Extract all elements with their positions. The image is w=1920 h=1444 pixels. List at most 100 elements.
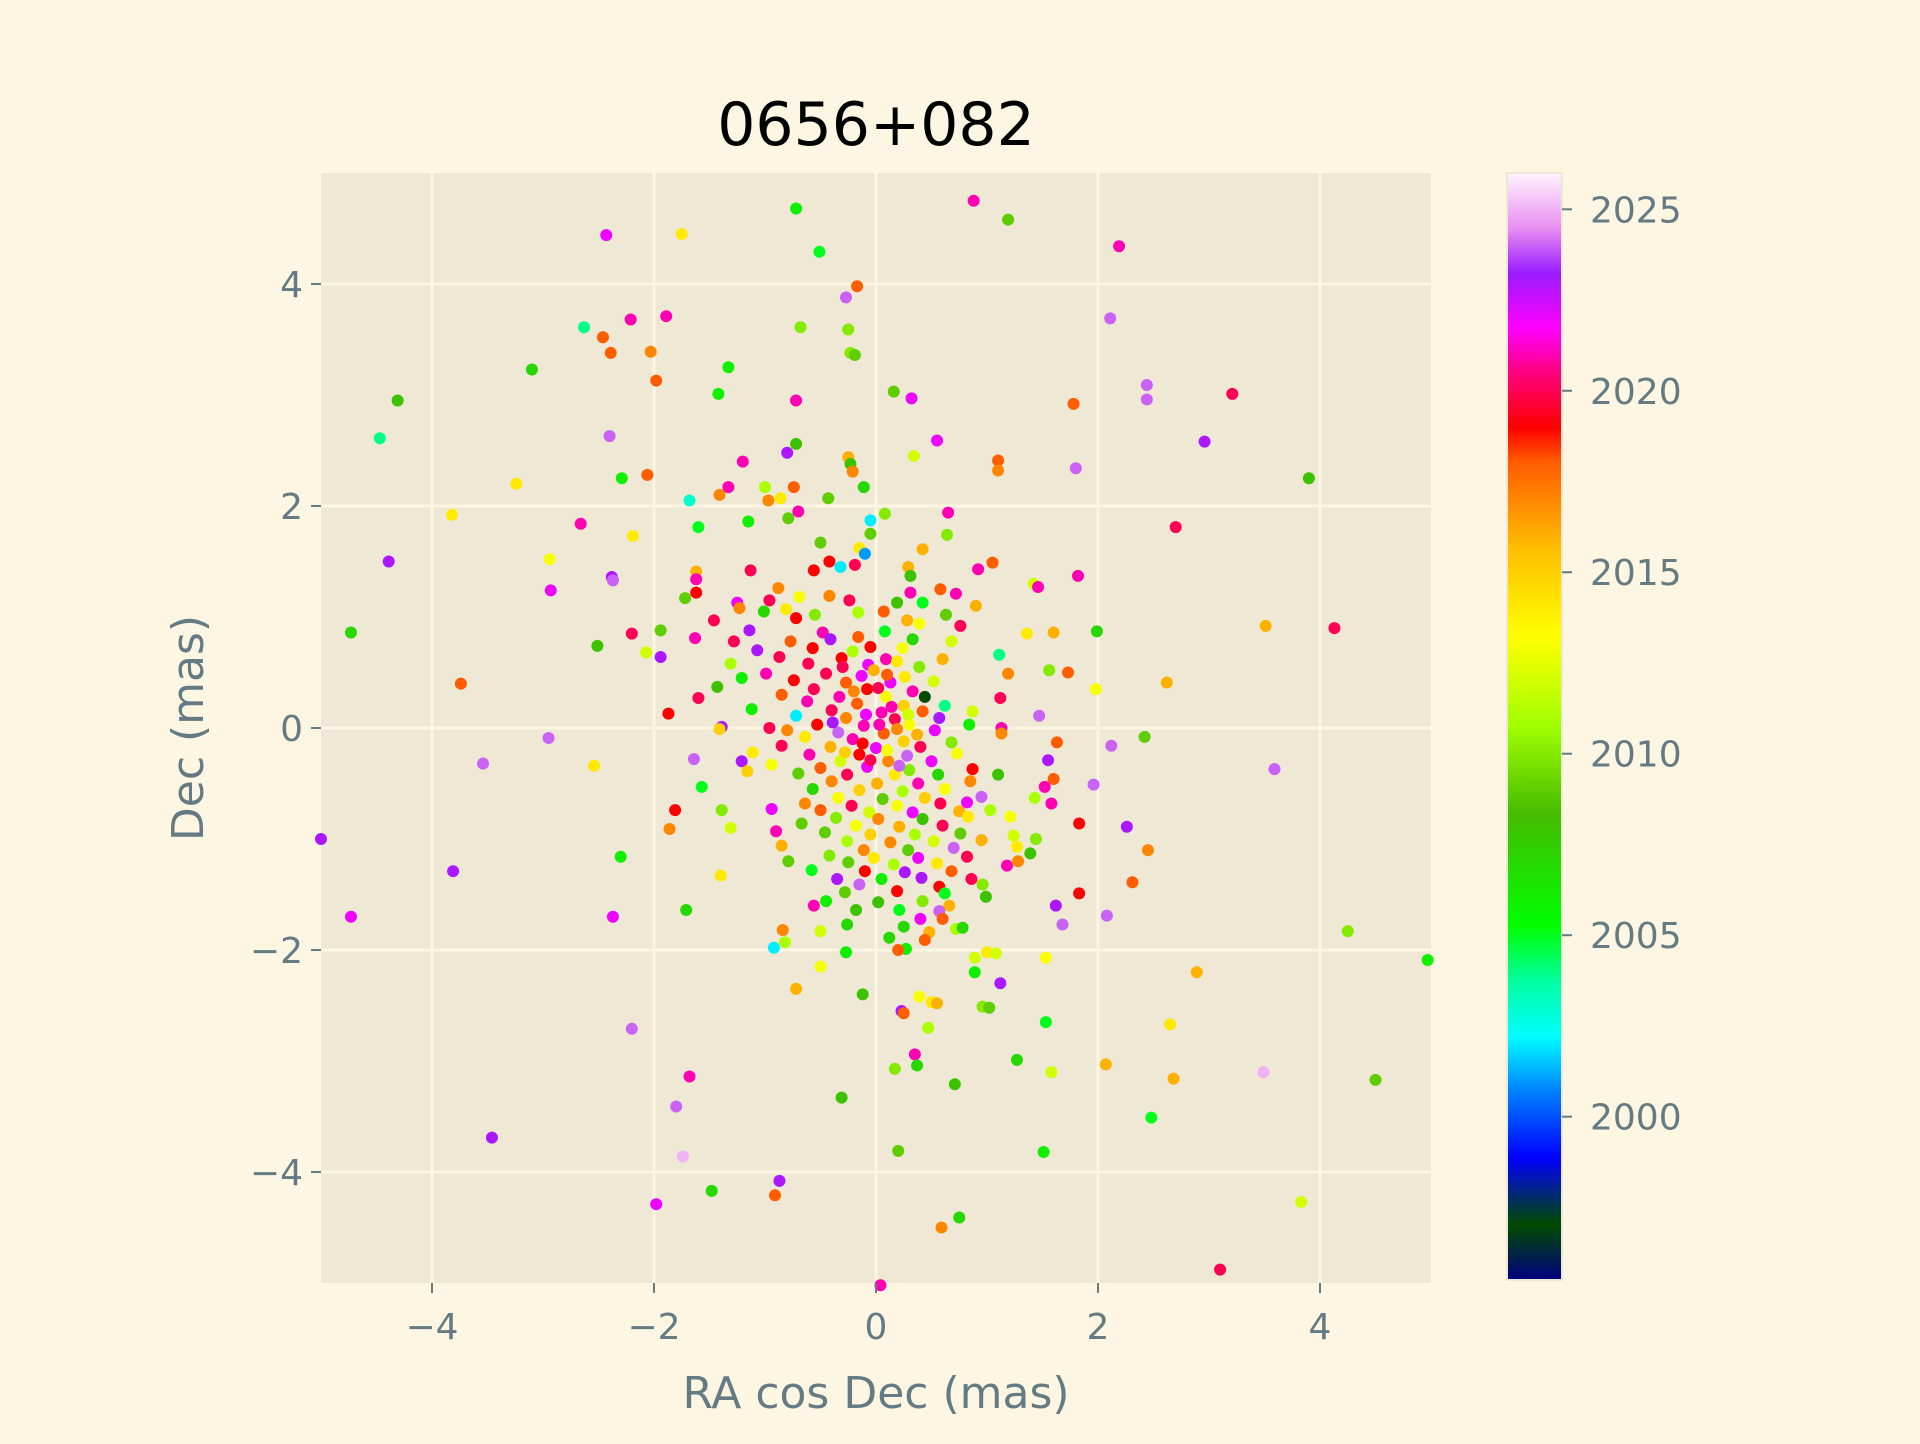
data-point (995, 727, 1008, 740)
data-point (902, 844, 915, 857)
data-point (956, 921, 969, 934)
data-point (838, 746, 851, 759)
data-point (842, 323, 855, 336)
data-point (781, 446, 794, 459)
data-point (445, 508, 458, 521)
data-point (861, 683, 874, 696)
data-point (836, 660, 849, 673)
data-point (600, 229, 613, 242)
data-point (951, 747, 964, 760)
data-point (858, 547, 871, 560)
data-point (867, 664, 880, 677)
data-point (1033, 709, 1046, 722)
y-tick-label: −4 (250, 1153, 303, 1194)
data-point (770, 825, 783, 838)
data-point (1047, 773, 1060, 786)
data-point (644, 345, 657, 358)
data-point (714, 869, 727, 882)
data-point (1167, 1072, 1180, 1085)
data-point (773, 650, 786, 663)
data-point (1145, 1111, 1158, 1124)
data-point (713, 488, 726, 501)
data-point (818, 826, 831, 839)
data-point (845, 799, 858, 812)
data-point (870, 741, 882, 754)
data-point (922, 1021, 935, 1034)
data-point (773, 1174, 786, 1187)
data-point (914, 740, 927, 753)
data-point (823, 555, 836, 568)
data-point (736, 455, 749, 468)
data-point (774, 492, 787, 505)
data-point (692, 521, 705, 534)
data-point (713, 723, 726, 736)
data-point (841, 768, 854, 781)
data-point (891, 723, 904, 736)
data-point (801, 695, 814, 708)
data-point (690, 586, 703, 599)
data-point (872, 813, 885, 826)
data-point (724, 657, 737, 670)
data-point (939, 608, 952, 621)
data-point (848, 558, 861, 571)
data-point (525, 363, 538, 376)
data-point (596, 331, 609, 344)
data-point (904, 569, 917, 582)
data-point (875, 872, 888, 885)
data-point (893, 759, 906, 772)
data-point (850, 819, 863, 832)
data-point (891, 596, 904, 609)
data-point (931, 857, 944, 870)
data-point (798, 730, 811, 743)
data-point (864, 828, 877, 841)
data-point (591, 639, 604, 652)
data-point (542, 731, 555, 744)
data-point (864, 640, 877, 653)
data-point (603, 430, 616, 443)
data-point (961, 796, 974, 809)
data-point (875, 706, 888, 719)
data-point (798, 797, 811, 810)
data-point (860, 708, 873, 721)
data-point (891, 655, 904, 668)
data-point (790, 437, 803, 450)
data-point (811, 718, 824, 731)
data-point (1226, 387, 1239, 400)
data-point (670, 1100, 683, 1113)
data-point (993, 648, 1006, 661)
data-point (790, 202, 803, 215)
data-point (863, 806, 876, 819)
data-point (904, 586, 917, 599)
data-point (1045, 1066, 1058, 1079)
data-point (918, 690, 931, 703)
data-point (578, 321, 591, 334)
data-point (887, 385, 900, 398)
data-point (1259, 619, 1272, 632)
data-point (823, 849, 836, 862)
data-point (856, 988, 869, 1001)
data-point (787, 481, 800, 494)
data-point (968, 951, 981, 964)
data-point (1421, 953, 1434, 966)
x-tick-label: −2 (627, 1307, 680, 1348)
data-point (1089, 683, 1102, 696)
data-point (835, 1091, 848, 1104)
data-point (846, 645, 859, 658)
data-point (949, 587, 962, 600)
data-point (976, 878, 989, 891)
data-point (916, 543, 929, 556)
data-point (931, 997, 944, 1010)
data-point (712, 387, 725, 400)
data-point (838, 886, 851, 899)
data-point (763, 594, 776, 607)
data-point (888, 1062, 901, 1075)
data-point (760, 667, 773, 680)
data-point (878, 507, 891, 520)
data-point (918, 934, 931, 947)
data-point (660, 310, 673, 323)
data-point (1120, 820, 1133, 833)
chart-title: 0656+082 (717, 90, 1035, 160)
data-point (1020, 627, 1033, 640)
data-point (877, 605, 890, 618)
data-point (806, 783, 819, 796)
